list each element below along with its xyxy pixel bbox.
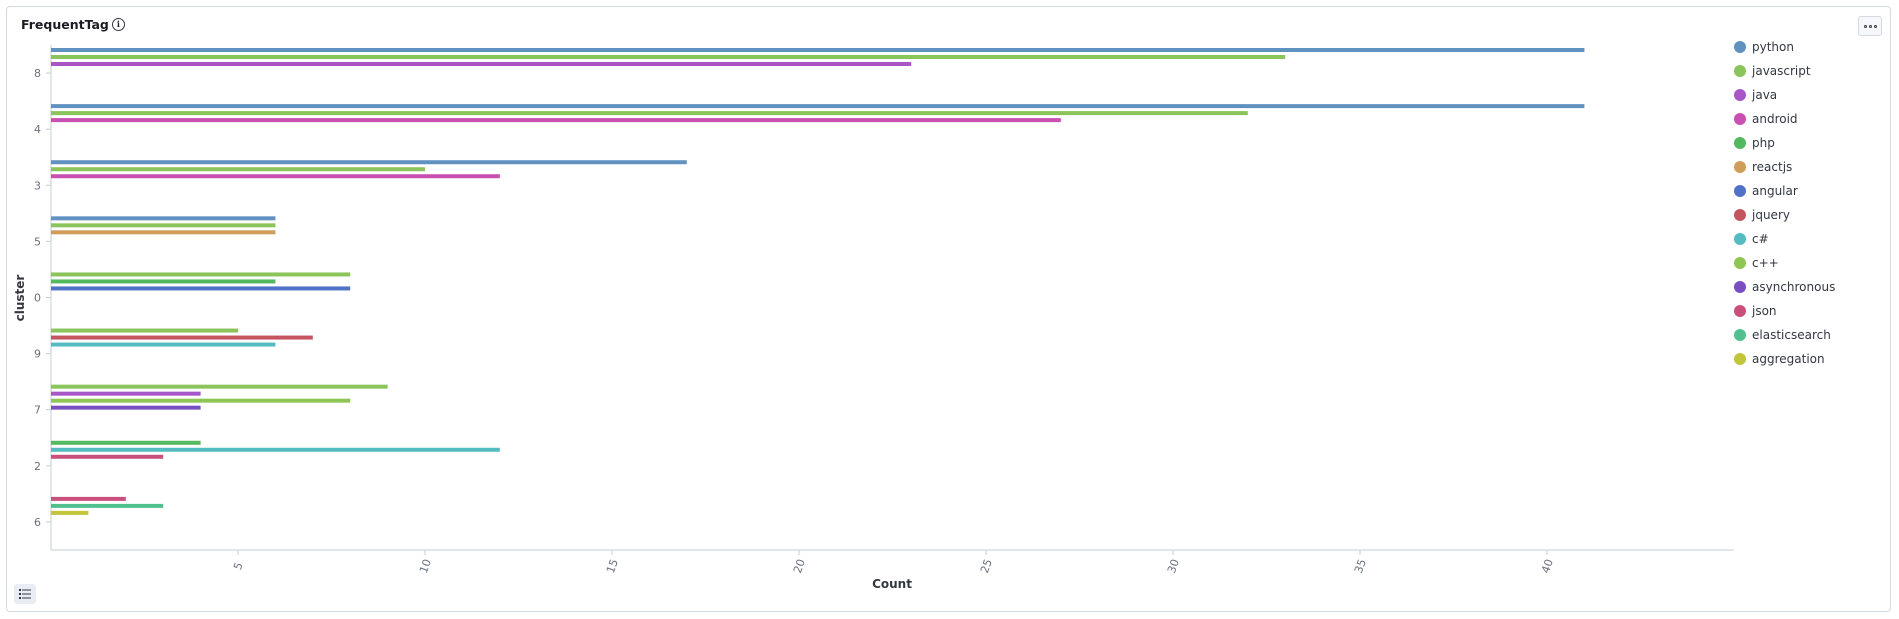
x-tick-label: 20 bbox=[791, 557, 808, 575]
legend-color-dot bbox=[1734, 353, 1746, 365]
legend-item[interactable]: reactjs bbox=[1734, 155, 1835, 179]
x-tick-label: 15 bbox=[604, 557, 621, 575]
legend-item[interactable]: angular bbox=[1734, 179, 1835, 203]
legend-item[interactable]: c# bbox=[1734, 227, 1835, 251]
bar-c--cluster-7[interactable] bbox=[51, 398, 351, 403]
legend-item[interactable]: jquery bbox=[1734, 203, 1835, 227]
info-icon[interactable]: i bbox=[111, 18, 125, 31]
bar-json-cluster-2[interactable] bbox=[51, 454, 164, 459]
legend-item[interactable]: javascript bbox=[1734, 59, 1835, 83]
legend-item[interactable]: android bbox=[1734, 107, 1835, 131]
y-tick-label: 5 bbox=[34, 235, 41, 248]
legend-label: javascript bbox=[1752, 64, 1811, 78]
bar-php-cluster-0[interactable] bbox=[51, 279, 276, 284]
bar-php-cluster-2[interactable] bbox=[51, 440, 201, 445]
bar-python-cluster-5[interactable] bbox=[51, 216, 276, 221]
bar-java-cluster-7[interactable] bbox=[51, 391, 201, 396]
bar-javascript-cluster-5[interactable] bbox=[51, 223, 276, 228]
y-tick-label: 4 bbox=[34, 123, 41, 136]
legend-color-dot bbox=[1734, 41, 1746, 53]
bar-python-cluster-3[interactable] bbox=[51, 160, 687, 165]
bar-asynchronous-cluster-7[interactable] bbox=[51, 405, 201, 410]
legend-color-dot bbox=[1734, 113, 1746, 125]
bar-javascript-cluster-0[interactable] bbox=[51, 272, 351, 277]
legend-item[interactable]: c++ bbox=[1734, 251, 1835, 275]
legend-color-dot bbox=[1734, 209, 1746, 221]
bar-javascript-cluster-7[interactable] bbox=[51, 384, 388, 389]
legend-color-dot bbox=[1734, 257, 1746, 269]
legend-color-dot bbox=[1734, 137, 1746, 149]
panel-title: FrequentTag i bbox=[21, 17, 125, 32]
legend-label: c# bbox=[1752, 232, 1769, 246]
legend-item[interactable]: aggregation bbox=[1734, 347, 1835, 371]
legend-label: aggregation bbox=[1752, 352, 1825, 366]
legend-label: angular bbox=[1752, 184, 1798, 198]
legend-list-icon[interactable] bbox=[14, 584, 36, 604]
legend-item[interactable]: elasticsearch bbox=[1734, 323, 1835, 347]
bar-json-cluster-6[interactable] bbox=[51, 496, 126, 501]
legend-label: java bbox=[1752, 88, 1778, 102]
options-menu-icon[interactable] bbox=[1858, 16, 1882, 36]
bar-python-cluster-8[interactable] bbox=[51, 48, 1585, 52]
legend-item[interactable]: json bbox=[1734, 299, 1835, 323]
legend-color-dot bbox=[1734, 89, 1746, 101]
y-tick-label: 2 bbox=[34, 460, 41, 473]
bar-reactjs-cluster-5[interactable] bbox=[51, 230, 276, 235]
legend-label: php bbox=[1752, 136, 1775, 150]
bar-javascript-cluster-3[interactable] bbox=[51, 167, 425, 172]
bar-aggregation-cluster-6[interactable] bbox=[51, 510, 89, 515]
bar-python-cluster-4[interactable] bbox=[51, 104, 1585, 109]
panel-title-text: FrequentTag bbox=[21, 17, 109, 32]
legend-label: reactjs bbox=[1752, 160, 1793, 174]
bar-javascript-cluster-4[interactable] bbox=[51, 111, 1248, 116]
y-tick-label: 7 bbox=[34, 404, 41, 417]
legend-item[interactable]: python bbox=[1734, 35, 1835, 59]
legend-label: json bbox=[1752, 304, 1777, 318]
legend-label: elasticsearch bbox=[1752, 328, 1831, 342]
legend-label: python bbox=[1752, 40, 1794, 54]
chart-legend: python javascript java android php reactjs ang… bbox=[1734, 35, 1835, 371]
legend-color-dot bbox=[1734, 65, 1746, 77]
legend-color-dot bbox=[1734, 281, 1746, 293]
bar-android-cluster-4[interactable] bbox=[51, 118, 1061, 123]
bar-elasticsearch-cluster-6[interactable] bbox=[51, 503, 164, 508]
x-tick-label: 30 bbox=[1165, 557, 1182, 575]
y-tick-label: 8 bbox=[34, 67, 41, 80]
x-axis-label: Count bbox=[872, 577, 912, 591]
y-tick-label: 9 bbox=[34, 348, 41, 361]
legend-item[interactable]: php bbox=[1734, 131, 1835, 155]
y-axis-label: cluster bbox=[13, 275, 27, 322]
legend-color-dot bbox=[1734, 329, 1746, 341]
x-tick-label: 5 bbox=[231, 561, 246, 572]
bar-angular-cluster-0[interactable] bbox=[51, 286, 351, 291]
legend-item[interactable]: java bbox=[1734, 83, 1835, 107]
legend-color-dot bbox=[1734, 185, 1746, 197]
bar-javascript-cluster-8[interactable] bbox=[51, 55, 1286, 59]
legend-color-dot bbox=[1734, 161, 1746, 173]
x-tick-label: 40 bbox=[1539, 557, 1556, 575]
legend-label: c++ bbox=[1752, 256, 1779, 270]
legend-item[interactable]: asynchronous bbox=[1734, 275, 1835, 299]
x-tick-label: 35 bbox=[1352, 557, 1369, 575]
x-tick-label: 10 bbox=[417, 557, 434, 575]
bar-c--cluster-9[interactable] bbox=[51, 342, 276, 347]
bar-android-cluster-3[interactable] bbox=[51, 174, 500, 179]
legend-label: jquery bbox=[1752, 208, 1790, 222]
bar-jquery-cluster-9[interactable] bbox=[51, 335, 313, 340]
x-tick-label: 25 bbox=[978, 557, 995, 575]
y-tick-label: 0 bbox=[34, 292, 41, 305]
bar-java-cluster-8[interactable] bbox=[51, 62, 912, 66]
chart-bars bbox=[51, 48, 1585, 515]
bar-c--cluster-2[interactable] bbox=[51, 447, 500, 452]
legend-color-dot bbox=[1734, 305, 1746, 317]
legend-color-dot bbox=[1734, 233, 1746, 245]
legend-label: android bbox=[1752, 112, 1798, 126]
y-tick-label: 6 bbox=[34, 516, 41, 529]
legend-label: asynchronous bbox=[1752, 280, 1836, 294]
bar-javascript-cluster-9[interactable] bbox=[51, 328, 238, 333]
y-tick-label: 3 bbox=[34, 179, 41, 192]
